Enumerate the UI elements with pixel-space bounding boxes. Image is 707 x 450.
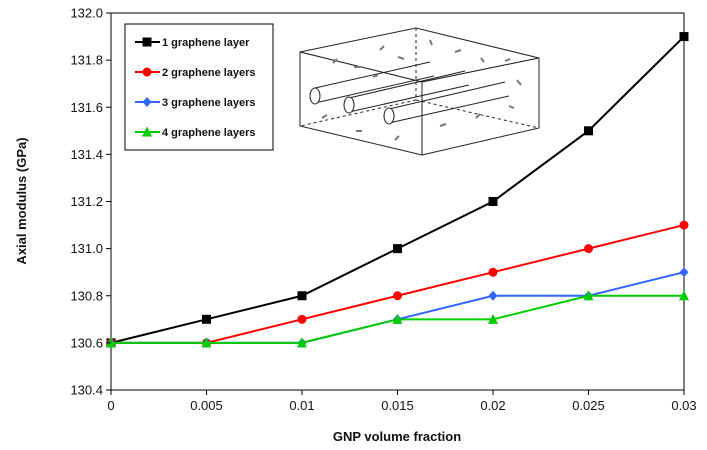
inset-platelet (454, 49, 462, 53)
inset-platelet (394, 135, 400, 141)
data-point (297, 291, 307, 301)
y-tick-label: 130.8 (70, 288, 103, 303)
data-point (393, 291, 402, 301)
data-point (583, 290, 594, 301)
data-point (584, 126, 593, 136)
x-tick-label: 0.01 (289, 398, 314, 413)
inset-cylinder-edge (348, 84, 470, 113)
data-point (679, 220, 689, 230)
x-tick-label: 0.015 (381, 398, 414, 413)
legend-marker (142, 97, 152, 107)
y-tick-label: 131.2 (70, 194, 103, 209)
inset-cylinder-edge (388, 81, 506, 110)
inset-cylinder-edge (348, 70, 466, 99)
legend-label: 1 graphene layer (162, 37, 250, 49)
y-tick-label: 130.6 (70, 335, 103, 350)
tick-layer: 130.4 130.6 130.8 131.0 131.2 131.4 131.6 131.8… (70, 6, 696, 414)
x-tick-label: 0.02 (480, 398, 505, 413)
legend-marker (142, 67, 152, 77)
inset-platelet (372, 74, 379, 78)
legend: 1 graphene layer 2 graphene layers 3 graph… (124, 23, 274, 151)
inset-platelets (321, 39, 522, 141)
legend-item: 2 graphene layers (135, 67, 256, 79)
inset-cylinder-end (383, 107, 395, 125)
y-tick-label: 130.4 (70, 383, 103, 398)
legend-label: 4 graphene layers (162, 127, 256, 139)
y-tick-label: 131.8 (70, 53, 103, 68)
inset-platelet (475, 113, 481, 119)
inset-platelet (508, 105, 515, 109)
legend-item: 4 graphene layers (135, 126, 256, 139)
series-4 (106, 290, 689, 348)
y-tick-label: 131.4 (70, 147, 103, 162)
inset-hidden-edge (299, 99, 417, 127)
data-point (679, 267, 689, 278)
inset-cylinder-edge (314, 75, 435, 104)
data-point (488, 197, 498, 206)
inset-platelet (439, 123, 447, 127)
legend-item: 1 graphene layer (135, 37, 250, 49)
y-tick-label: 132.0 (70, 6, 103, 21)
inset-platelet (332, 58, 338, 64)
legend-items: 1 graphene layer 2 graphene layers 3 graph… (135, 37, 256, 139)
x-tick-label: 0.03 (671, 398, 696, 413)
legend-item: 3 graphene layers (135, 97, 256, 109)
inset-platelet (516, 79, 522, 86)
y-axis-title: Axial modulus (GPa) (14, 137, 29, 264)
y-tick-label: 131.6 (70, 100, 103, 115)
data-point (584, 244, 593, 254)
legend-marker (142, 37, 152, 47)
series-layer (106, 32, 689, 348)
x-axis-title: GNP volume fraction (333, 429, 461, 444)
data-point (202, 314, 211, 324)
y-tick-label: 131.0 (70, 241, 103, 256)
inset-cylinder-end (309, 87, 321, 105)
inset-schematic (299, 27, 540, 156)
inset-platelet (321, 114, 328, 119)
data-point (392, 313, 403, 324)
inset-platelet (504, 58, 511, 62)
data-point (488, 290, 498, 301)
x-tick-label: 0 (107, 398, 114, 413)
data-point (679, 32, 689, 42)
inset-platelet (429, 39, 433, 46)
data-point (297, 314, 307, 324)
data-point (488, 267, 498, 277)
inset-cylinder-edge (314, 61, 431, 89)
legend-label: 2 graphene layers (162, 67, 256, 79)
inset-platelet (480, 57, 485, 63)
data-point (393, 244, 402, 254)
data-point (679, 290, 689, 301)
data-point (201, 337, 212, 348)
legend-label: 3 graphene layers (162, 97, 256, 109)
data-point (297, 337, 307, 348)
data-point (488, 313, 498, 324)
inset-platelet (379, 45, 385, 51)
x-tick-label: 0.025 (572, 398, 605, 413)
inset-cylinder-end (343, 96, 355, 114)
inset-cylinders (309, 61, 510, 125)
legend-marker (142, 126, 152, 137)
inset-platelet (397, 56, 405, 60)
x-tick-label: 0.005 (190, 398, 223, 413)
inset-cylinder-edge (388, 95, 510, 124)
